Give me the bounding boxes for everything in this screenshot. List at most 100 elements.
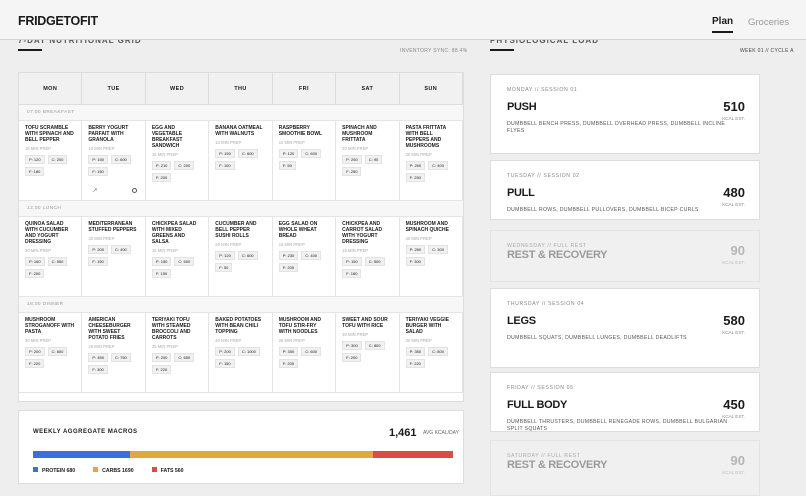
macro-pills: P: 200 C: 650 F: 220 <box>151 353 202 374</box>
session-card[interactable]: MONDAY // SESSION 01 PUSH DUMBBELL BENCH P… <box>490 74 760 154</box>
prep-time: 15 MIN PREP <box>25 146 52 151</box>
macro-pill: F: 200 <box>25 269 45 278</box>
day-header-sat: SAT <box>336 73 400 105</box>
macro-pill: C: 500 <box>364 257 385 266</box>
nav-plan-tab[interactable]: Plan <box>712 16 734 33</box>
meal-cell[interactable]: CHICKPEA AND CARROT SALAD WITH YOGURT DR… <box>336 217 400 296</box>
app-logo[interactable]: FRIDGETOFIT <box>18 14 98 28</box>
macro-pill: C: 600 <box>237 149 258 158</box>
prep-time: 15 MIN PREP <box>342 248 369 253</box>
macro-pill: F: 200 <box>278 359 299 368</box>
macro-pill: C: 200 <box>174 161 195 170</box>
day-header-mon: MON <box>19 73 83 105</box>
meal-cell[interactable]: PASTA FRITTATA WITH BELL PEPPERS AND MUS… <box>400 121 463 200</box>
session-tag: WEDNESDAY // FULL REST <box>507 243 587 249</box>
session-exercises: DUMBBELL ROWS, DUMBBELL PULLOVERS, DUMBB… <box>507 207 699 213</box>
meal-cell[interactable]: MUSHROOM AND SPINACH QUICHE 40 MIN PREP P:… <box>400 217 463 296</box>
session-kcal-label: KCAL EST. <box>722 470 745 475</box>
meal-name: TOFU SCRAMBLE WITH SPINACH AND BELL PEPP… <box>25 125 74 143</box>
macro-pill: F: 300 <box>405 257 425 266</box>
legend-label: CARBS 1690 <box>102 468 134 474</box>
meal-cell[interactable]: TERIYAKI VEGGIE BURGER WITH SALAD 30 MIN … <box>400 313 463 392</box>
legend-label: FATS 560 <box>160 468 184 474</box>
legend-swatch <box>151 467 157 472</box>
legend-swatch <box>93 467 99 472</box>
macro-pills: P: 150 C: 500 F: 150 <box>151 257 202 278</box>
session-exercises: DUMBBELL BENCH PRESS, DUMBBELL OVERHEAD … <box>507 121 726 134</box>
meal-cell[interactable]: TOFU SCRAMBLE WITH SPINACH AND BELL PEPP… <box>19 121 83 200</box>
macro-pill: C: 1000 <box>237 347 260 356</box>
macro-pills: P: 150 C: 600 F: 150 <box>88 155 138 176</box>
prep-time: 30 MIN PREP <box>342 332 369 337</box>
session-kcal: 580 <box>723 313 745 328</box>
meal-name: MUSHROOM STROGANOFF WITH PASTA <box>25 317 75 335</box>
session-kcal: 510 <box>723 99 745 114</box>
meal-name: CHICKPEA AND CARROT SALAD WITH YOGURT DR… <box>342 221 383 245</box>
session-card[interactable]: SATURDAY // FULL REST REST & RECOVERY 90 KC… <box>490 440 760 496</box>
macro-pill: P: 150 <box>151 257 172 266</box>
meal-cell[interactable]: BAKED POTATOES WITH BEAN CHILI TOPPING 40… <box>209 313 273 392</box>
meal-cell[interactable]: CHICKPEA SALAD WITH MIXED GREENS AND SAL… <box>146 217 210 296</box>
macros-title: WEEKLY AGGREGATE MACROS <box>33 429 138 435</box>
meal-cell[interactable]: EGG SALAD ON WHOLE WHEAT BREAD 15 MIN PRE… <box>273 217 337 296</box>
macro-pill: F: 100 <box>215 161 235 170</box>
nav-groceries-tab[interactable]: Groceries <box>748 17 790 28</box>
meal-name: PASTA FRITTATA WITH BELL PEPPERS AND MUS… <box>405 125 447 149</box>
macro-pill: P: 160 <box>25 257 45 266</box>
week-label: WEEK 01 // CYCLE A <box>740 48 794 54</box>
meal-slot-label: 12:00 LUNCH <box>19 201 463 217</box>
prep-time: 25 MIN PREP <box>88 344 115 349</box>
meal-cell[interactable]: TERIYAKI TOFU WITH STEAMED BROCCOLI AND … <box>146 313 210 392</box>
meal-cell[interactable]: MUSHROOM STROGANOFF WITH PASTA 30 MIN PRE… <box>19 313 83 392</box>
meal-cell[interactable]: CUCUMBER AND BELL PEPPER SUSHI ROLLS 20 M… <box>209 217 273 296</box>
meal-cell[interactable]: MEDITERRANEAN STUFFED PEPPERS 30 MIN PREP… <box>82 217 146 296</box>
meal-cell[interactable]: SPINACH AND MUSHROOM FRITTATA 20 MIN PREP… <box>336 121 400 200</box>
macro-pill: P: 200 <box>25 347 45 356</box>
session-tag: MONDAY // SESSION 01 <box>507 87 578 93</box>
meal-name: CHICKPEA SALAD WITH MIXED GREENS AND SAL… <box>151 221 197 245</box>
prep-time: 25 MIN PREP <box>278 338 305 343</box>
prep-time: 10 MIN PREP <box>88 146 115 151</box>
session-card[interactable]: TUESDAY // SESSION 02 PULL DUMBBELL ROWS, … <box>490 160 760 220</box>
day-header-fri: FRI <box>273 73 337 105</box>
macro-pill: C: 650 <box>174 353 195 362</box>
session-card[interactable]: WEDNESDAY // FULL REST REST & RECOVERY 90 K… <box>490 230 760 282</box>
meal-name: TERIYAKI VEGGIE BURGER WITH SALAD <box>405 317 449 335</box>
macro-pill: P: 200 <box>88 245 108 254</box>
macro-pills: P: 210 C: 200 F: 200 <box>151 161 202 182</box>
macro-pill: P: 150 <box>88 155 108 164</box>
meal-cell[interactable]: SWEET AND SOUR TOFU WITH RICE 30 MIN PREP… <box>336 313 400 392</box>
carbs-segment <box>129 451 374 458</box>
meal-cell[interactable]: QUINOA SALAD WITH CUCUMBER AND YOGURT DR… <box>19 217 83 296</box>
prep-time: 30 MIN PREP <box>25 338 52 343</box>
macro-legend: PROTEIN 680 CARBS 1690 FATS 560 <box>33 467 184 474</box>
macro-pill: F: 150 <box>215 359 235 368</box>
macro-bar <box>33 451 453 458</box>
macro-pill: P: 350 <box>405 347 426 356</box>
macro-pill: C: 800 <box>428 347 448 356</box>
session-exercises: DUMBBELL THRUSTERS, DUMBBELL RENEGADE RO… <box>507 419 728 432</box>
meal-name: BAKED POTATOES WITH BEAN CHILI TOPPING <box>215 317 262 335</box>
avg-kcal-value: 1,461 <box>389 427 417 439</box>
grid-section-header: 7-DAY NUTRITIONAL GRID <box>18 36 466 51</box>
prep-time: 20 MIN PREP <box>25 248 52 253</box>
session-kcal-label: KCAL EST. <box>722 260 745 265</box>
meal-cell[interactable]: AMERICAN CHEESEBURGER WITH SWEET POTATO … <box>82 313 146 392</box>
session-card[interactable]: FRIDAY // SESSION 05 FULL BODY DUMBBELL TH… <box>490 372 760 432</box>
meal-cell[interactable]: BANANA OATMEAL WITH WALNUTS 10 MIN PREP P:… <box>209 121 273 200</box>
meal-cell[interactable]: RASPBERRY SMOOTHIE BOWL 10 MIN PREP P: 120… <box>273 121 337 200</box>
meal-slot-label: 18:00 DINNER <box>19 297 463 313</box>
meal-cell[interactable]: BERRY YOGURT PARFAIT WITH GRANOLA 10 MIN … <box>82 121 146 200</box>
meal-cell[interactable]: MUSHROOM AND TOFU STIR-FRY WITH NOODLES 2… <box>273 313 337 392</box>
macro-pill: C: 300 <box>428 245 448 254</box>
session-kcal-label: KCAL EST. <box>722 330 745 335</box>
macro-pill: P: 120 <box>278 149 299 158</box>
macro-pill: P: 300 <box>278 347 299 356</box>
move-icon[interactable]: ↗ <box>92 188 98 194</box>
meal-cell[interactable]: EGG AND VEGETABLE BREAKFAST SANDWICH 15 M… <box>146 121 210 200</box>
macro-pill: F: 150 <box>88 257 108 266</box>
macro-pill: P: 150 <box>342 257 362 266</box>
session-card[interactable]: THURSDAY // SESSION 04 LEGS DUMBBELL SQUAT… <box>490 288 760 368</box>
circle-icon[interactable] <box>131 188 137 193</box>
macro-pill: F: 200 <box>151 173 172 182</box>
